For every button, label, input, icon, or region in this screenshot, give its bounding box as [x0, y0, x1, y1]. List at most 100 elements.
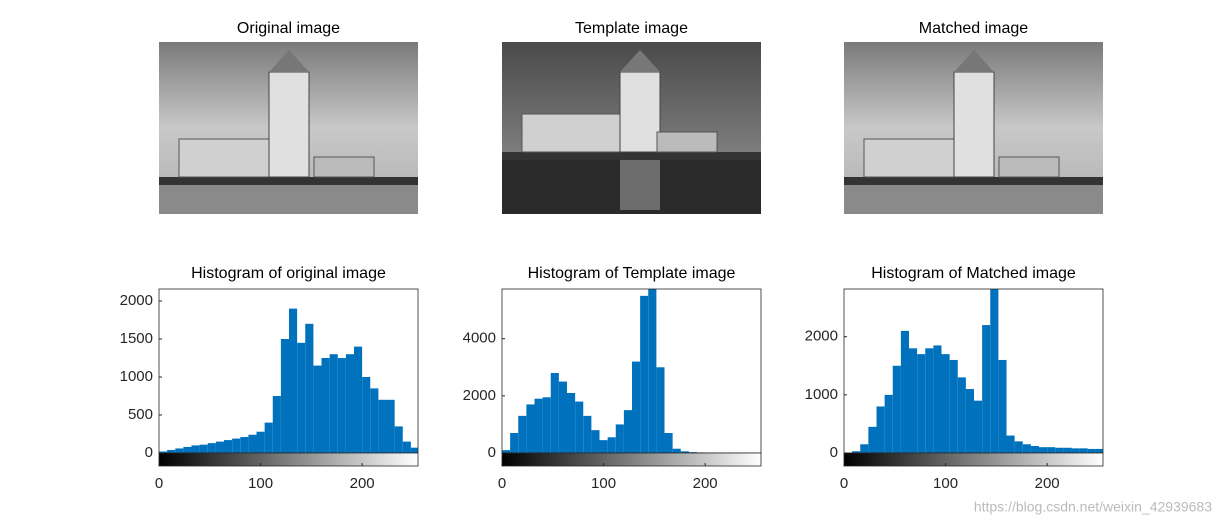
tower — [619, 71, 661, 153]
bar — [591, 430, 600, 453]
x-tick-label: 200 — [350, 475, 375, 492]
y-tick-label: 1000 — [805, 386, 838, 403]
image — [159, 42, 418, 214]
y-tick-label: 4000 — [463, 330, 496, 347]
bar — [900, 330, 910, 453]
bar — [305, 323, 314, 453]
image — [844, 42, 1103, 214]
y-tick-label: 2000 — [805, 328, 838, 345]
building — [313, 156, 375, 178]
bar — [1022, 444, 1031, 453]
y-tick-label: 0 — [830, 444, 838, 461]
colorbar — [158, 452, 419, 467]
bar — [949, 359, 958, 453]
bar — [345, 354, 355, 453]
tower — [268, 71, 310, 178]
bar — [607, 437, 616, 453]
x-tick-label: 100 — [933, 475, 958, 492]
bar — [378, 399, 387, 453]
image-title: Matched image — [919, 20, 1028, 37]
bar — [917, 354, 926, 453]
building — [998, 156, 1060, 178]
y-tick-label: 1500 — [120, 330, 153, 347]
bar — [518, 415, 527, 453]
bar — [656, 367, 665, 453]
bar — [1047, 447, 1056, 453]
bar — [264, 422, 273, 453]
bar — [386, 399, 395, 453]
bar — [199, 444, 208, 453]
bar — [337, 358, 346, 453]
y-tick-label: 1000 — [120, 368, 153, 385]
roof — [269, 50, 309, 72]
bar — [1014, 441, 1023, 453]
water — [844, 185, 1103, 214]
bar — [1071, 448, 1080, 453]
roof — [954, 50, 994, 72]
bar — [526, 404, 535, 453]
bars — [852, 289, 1103, 453]
bar — [159, 451, 168, 453]
bar — [1055, 447, 1064, 453]
watermark: https://blog.csdn.net/weixin_42939683 — [974, 499, 1212, 515]
ground — [502, 152, 761, 160]
bar — [974, 400, 983, 453]
bar — [232, 438, 241, 453]
bar — [191, 445, 200, 453]
bar — [248, 434, 257, 453]
bar — [1063, 447, 1072, 453]
bar — [272, 396, 281, 453]
bar — [957, 377, 966, 453]
bar — [982, 325, 991, 453]
bar — [175, 448, 184, 453]
bar — [1030, 446, 1040, 453]
bar — [1087, 448, 1096, 453]
ground — [844, 177, 1103, 185]
bar — [680, 451, 689, 453]
y-tick-label: 500 — [128, 406, 153, 423]
x-tick-label: 200 — [1035, 475, 1060, 492]
bar — [207, 443, 216, 453]
y-tick-label: 2000 — [120, 292, 153, 309]
bar — [575, 401, 584, 453]
image-title: Template image — [575, 20, 688, 37]
roof — [620, 50, 660, 72]
bar — [1095, 448, 1103, 453]
bar — [167, 449, 176, 453]
bar — [297, 342, 306, 453]
building — [521, 113, 638, 153]
y-tick-label: 0 — [145, 444, 153, 461]
bar — [688, 452, 698, 453]
chart-title: Histogram of Matched image — [871, 265, 1076, 282]
bar — [648, 289, 657, 453]
bar — [370, 388, 379, 453]
building — [656, 131, 718, 153]
bar — [623, 410, 633, 453]
y-tick-label: 2000 — [463, 387, 496, 404]
bar — [990, 289, 999, 453]
x-tick-label: 0 — [840, 475, 848, 492]
bar — [599, 440, 608, 453]
bar — [510, 433, 519, 453]
reflection — [620, 160, 660, 210]
x-tick-label: 200 — [693, 475, 718, 492]
bar — [567, 393, 576, 453]
bar — [410, 447, 418, 453]
bar — [321, 358, 330, 453]
bar — [394, 426, 403, 453]
bar — [998, 359, 1007, 453]
bar — [280, 339, 290, 453]
bars — [159, 308, 418, 453]
bar — [925, 348, 934, 453]
bar — [632, 361, 641, 453]
bar — [558, 381, 568, 453]
bar — [402, 441, 411, 453]
bar — [1079, 448, 1088, 453]
bars — [502, 289, 761, 453]
bar — [224, 440, 233, 453]
bar — [884, 394, 893, 453]
colorbar — [843, 452, 1104, 467]
bar — [542, 397, 551, 453]
chart-title: Histogram of Template image — [528, 265, 736, 282]
